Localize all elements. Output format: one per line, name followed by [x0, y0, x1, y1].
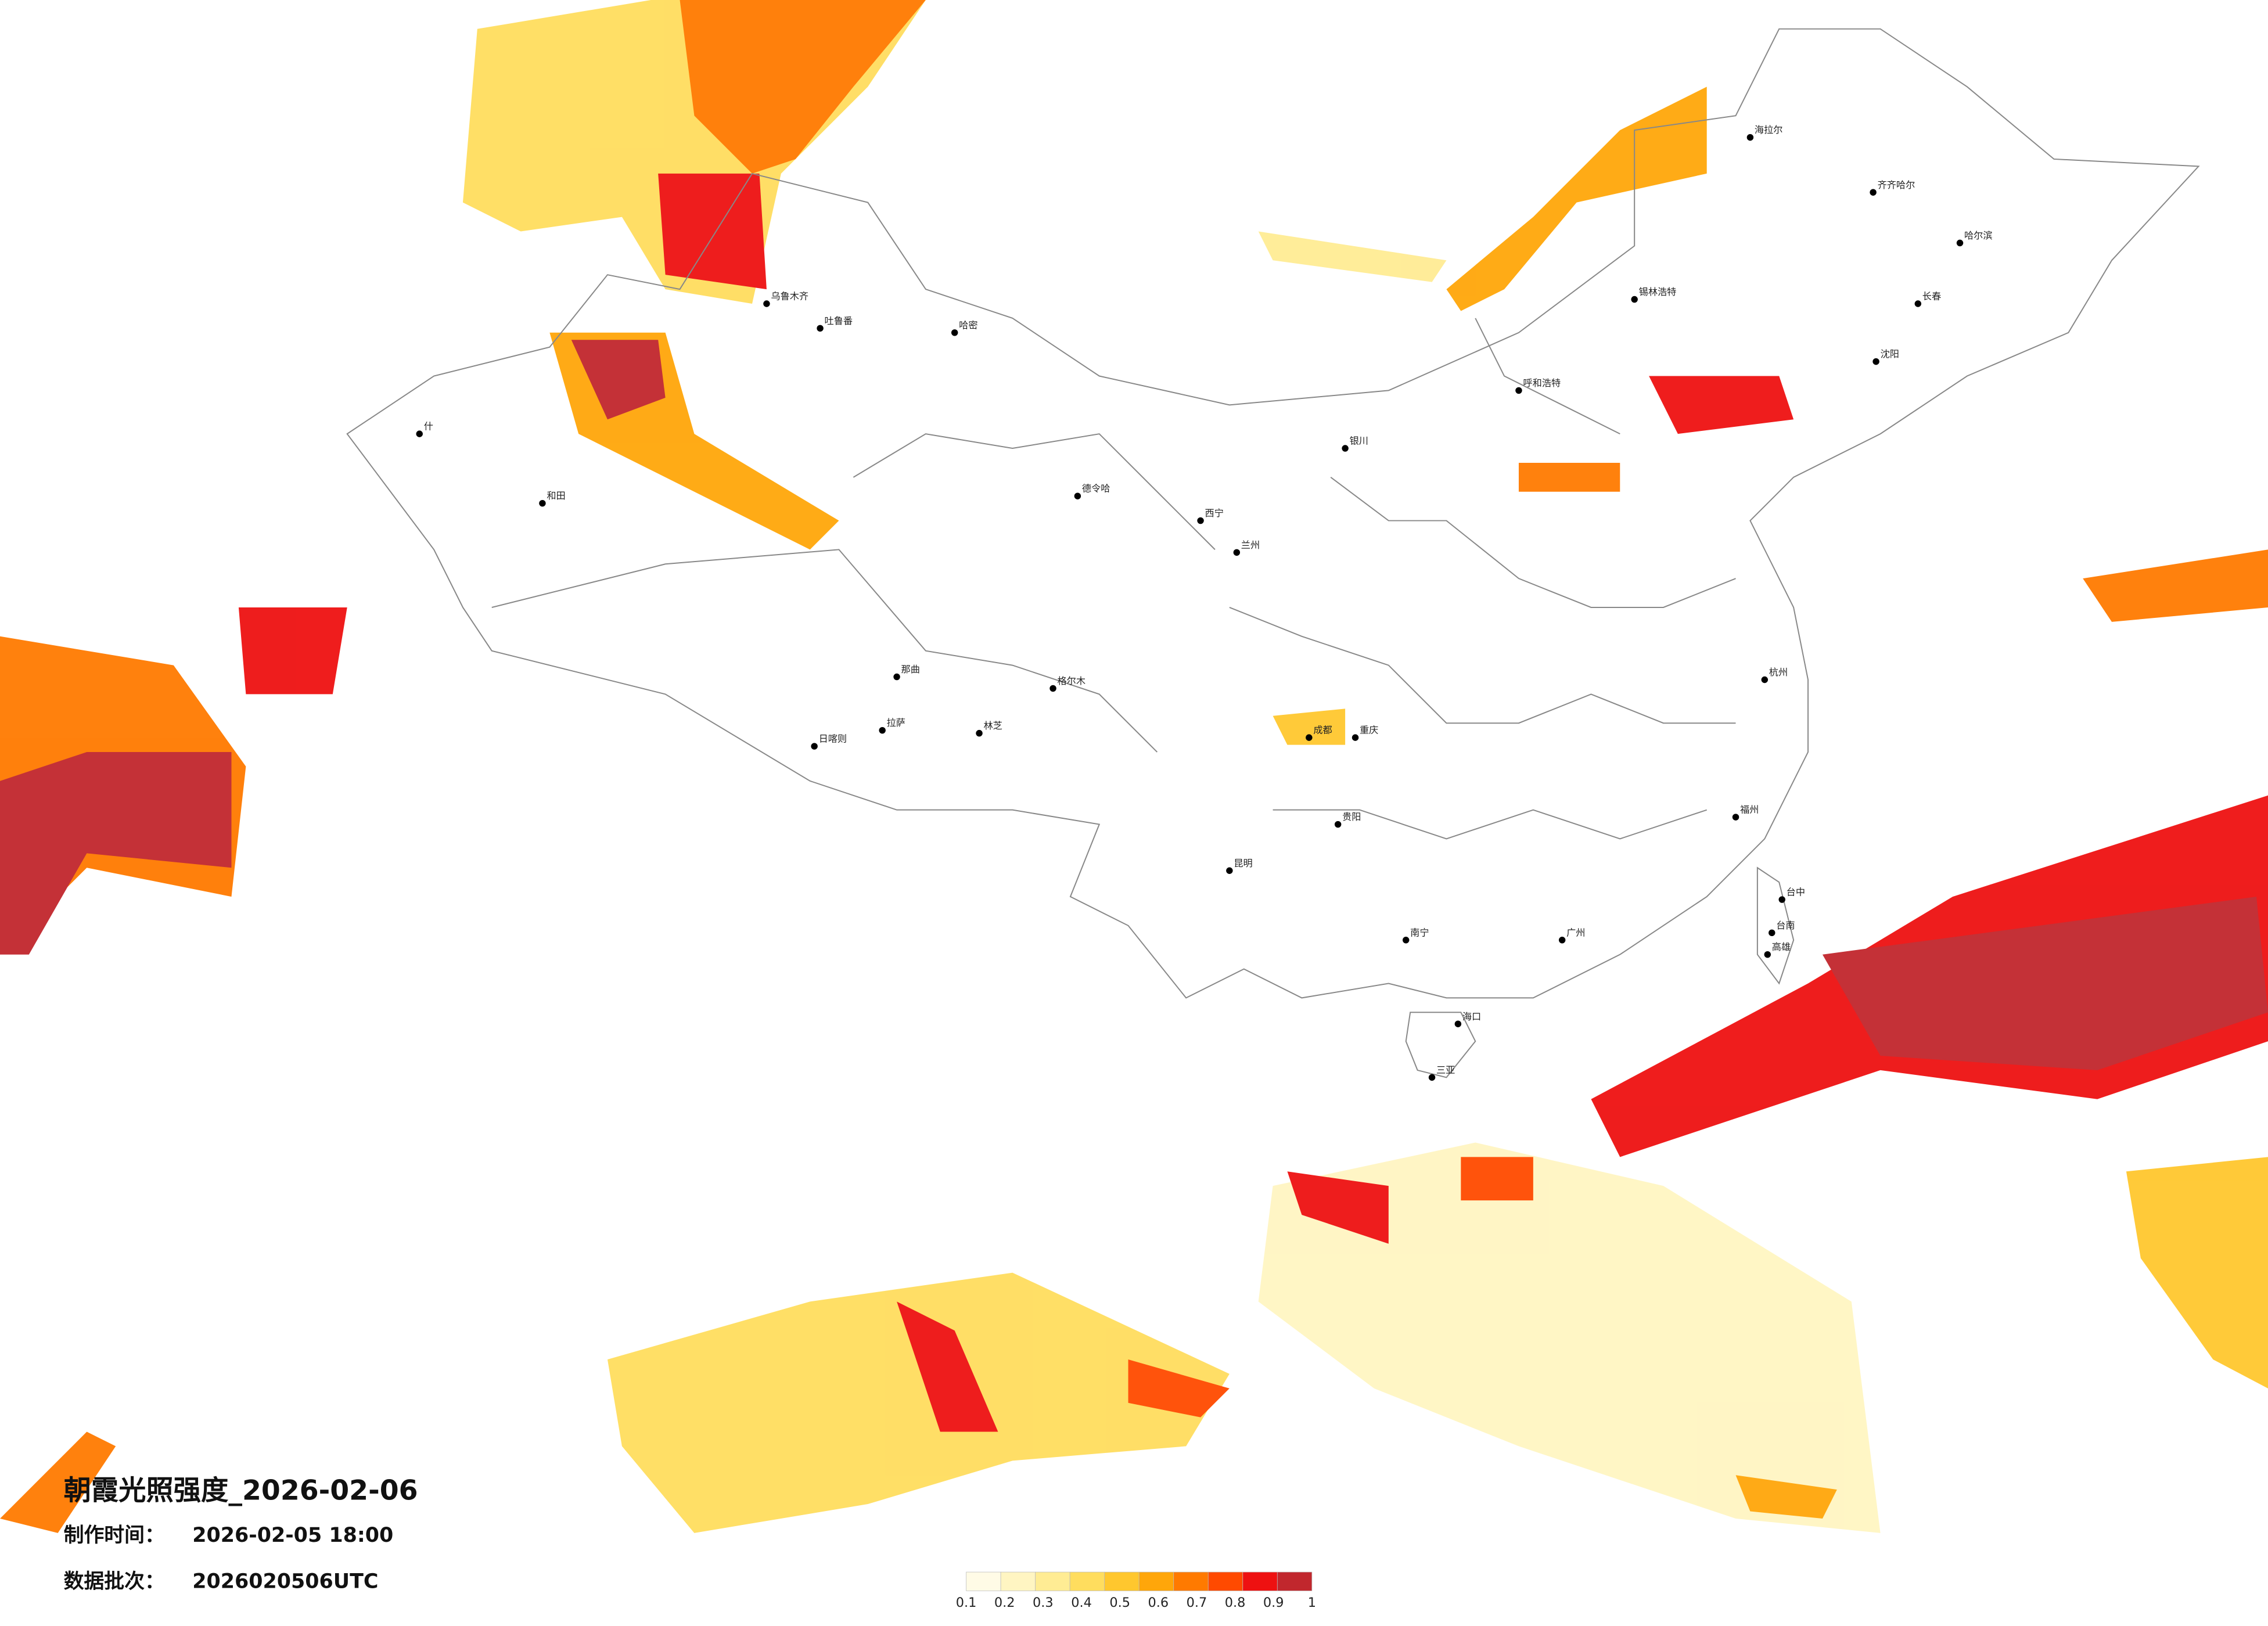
city-label: 锡林浩特 [1639, 286, 1677, 297]
legend-tick-label: 0.3 [1033, 1595, 1054, 1610]
city-label: 台南 [1776, 920, 1795, 931]
legend-swatch [1104, 1571, 1140, 1591]
city-dot [1872, 358, 1879, 365]
city-dot [1732, 814, 1739, 821]
legend-swatch [1173, 1571, 1209, 1591]
legend-swatch [1000, 1571, 1036, 1591]
city-dot [1402, 937, 1410, 944]
city-dot [1197, 517, 1204, 524]
city-label: 西宁 [1205, 508, 1224, 519]
legend-swatch [1035, 1571, 1070, 1591]
city-label: 杭州 [1769, 667, 1788, 678]
city-dot [1746, 134, 1754, 141]
made-label: 制作时间： [64, 1524, 165, 1547]
color-legend: 0.1 0.2 0.3 0.4 0.5 0.6 0.7 0.8 0.9 1 [956, 1571, 1316, 1610]
city-label: 什 [424, 421, 433, 432]
city-dot [1049, 685, 1056, 692]
legend-swatch [1207, 1571, 1243, 1591]
city-label: 昆明 [1234, 858, 1252, 869]
city-label: 拉萨 [887, 717, 905, 728]
map-title: 朝霞光照强度_2026-02-06 [64, 1475, 418, 1507]
city-dot [539, 499, 546, 507]
batch-id: 2026020506UTC [192, 1570, 378, 1593]
city-label: 哈密 [959, 319, 977, 330]
city-dot [416, 430, 423, 437]
city-dot [1956, 239, 1964, 247]
city-label: 德令哈 [1082, 483, 1110, 494]
legend-tick-label: 0.7 [1187, 1595, 1207, 1610]
city-label: 哈尔滨 [1964, 230, 1993, 241]
legend-swatch [1069, 1571, 1105, 1591]
city-label: 银川 [1350, 436, 1368, 447]
city-dot [1631, 296, 1638, 303]
city-label: 南宁 [1410, 927, 1429, 938]
legend-swatch [1242, 1571, 1278, 1591]
city-dot [763, 300, 770, 307]
city-dot [976, 729, 983, 737]
legend-tick-label: 0.9 [1263, 1595, 1284, 1610]
city-label: 海拉尔 [1755, 124, 1783, 135]
legend-tick-label: 0.4 [1071, 1595, 1092, 1610]
city-label: 沈阳 [1881, 348, 1899, 359]
city-label: 乌鲁木齐 [771, 291, 808, 302]
city-dot [817, 325, 824, 332]
legend-swatch [1138, 1571, 1174, 1591]
city-dot [1769, 929, 1775, 937]
city-label: 重庆 [1360, 725, 1378, 736]
legend-tick-label: 0.8 [1225, 1595, 1246, 1610]
batch-label: 数据批次： [64, 1570, 165, 1593]
city-label: 福州 [1740, 804, 1759, 815]
city-dot [1233, 549, 1241, 556]
city-label: 齐齐哈尔 [1878, 179, 1915, 190]
city-dot [1334, 821, 1342, 828]
city-label: 林芝 [983, 720, 1002, 731]
city-label: 和田 [547, 490, 565, 501]
city-label: 吐鲁番 [825, 315, 853, 326]
city-label: 三亚 [1436, 1064, 1455, 1075]
city-dot [1558, 937, 1566, 944]
city-dot [1764, 951, 1771, 958]
city-dot [1914, 300, 1922, 307]
city-label: 广州 [1566, 927, 1585, 938]
legend-tick-label: 1 [1308, 1595, 1316, 1610]
city-label: 那曲 [901, 664, 920, 675]
city-label: 格尔木 [1058, 675, 1086, 686]
city-dot [1761, 676, 1769, 684]
city-label: 成都 [1313, 725, 1332, 736]
city-dot [811, 743, 818, 750]
city-dot [1226, 867, 1233, 874]
legend-swatch [966, 1571, 1001, 1591]
city-dot [1352, 734, 1359, 741]
city-label: 贵阳 [1342, 811, 1361, 822]
city-label: 呼和浩特 [1523, 377, 1561, 388]
made-time: 2026-02-05 18:00 [192, 1524, 393, 1547]
city-label: 台中 [1787, 887, 1805, 898]
city-dot [893, 673, 900, 681]
city-label: 高雄 [1772, 941, 1791, 952]
legend-tick-label: 0.5 [1109, 1595, 1130, 1610]
legend-tick-label: 0.6 [1148, 1595, 1169, 1610]
city-label: 兰州 [1241, 539, 1260, 551]
city-label: 长春 [1922, 291, 1941, 302]
city-dot [951, 329, 958, 336]
city-label: 海口 [1462, 1011, 1481, 1022]
heat-field [0, 0, 2268, 1533]
city-dot [1870, 189, 1877, 196]
city-dot [1515, 387, 1522, 394]
city-dot [1074, 492, 1081, 499]
legend-tick-label: 0.2 [994, 1595, 1015, 1610]
city-dot [1342, 445, 1349, 452]
city-dot [879, 726, 886, 734]
city-dot [1306, 734, 1313, 741]
country-borders [346, 28, 2200, 1078]
city-dot [1778, 896, 1785, 903]
city-dot [1454, 1020, 1462, 1027]
city-label: 日喀则 [819, 733, 847, 744]
legend-swatch [1277, 1571, 1313, 1591]
legend-tick-label: 0.1 [956, 1595, 977, 1610]
city-dot [1428, 1074, 1436, 1081]
